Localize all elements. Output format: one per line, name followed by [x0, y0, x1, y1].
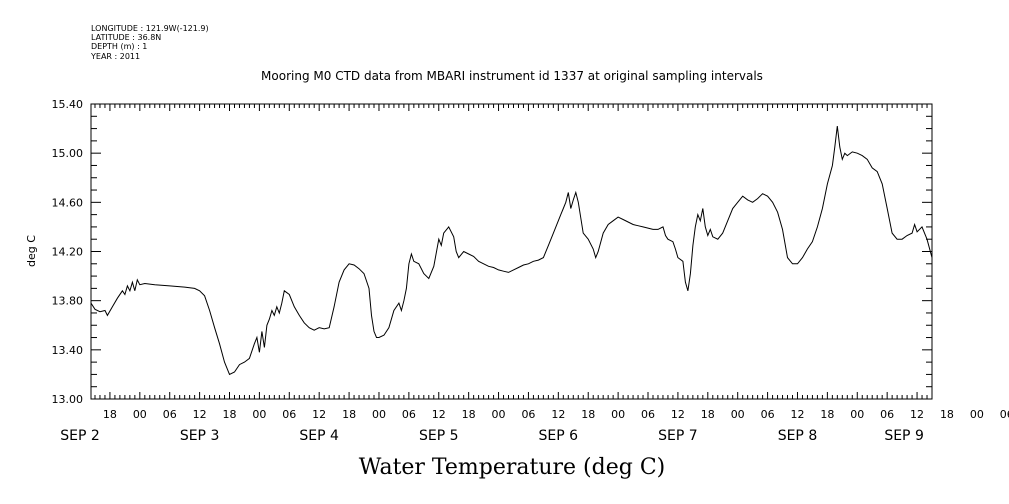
- x-hour-label: 00: [133, 408, 147, 421]
- x-hour-label: 00: [492, 408, 506, 421]
- temperature-series-line: [90, 126, 933, 376]
- x-hour-label: 00: [252, 408, 266, 421]
- x-hour-label: 06: [761, 408, 775, 421]
- x-hour-label: 00: [611, 408, 625, 421]
- x-hour-label: 06: [521, 408, 535, 421]
- y-tick-label: 14.60: [52, 196, 84, 209]
- y-tick-label: 14.20: [52, 246, 84, 259]
- x-day-label: SEP 8: [778, 428, 818, 444]
- meta-line-year: YEAR : 2011: [90, 52, 140, 61]
- x-hour-label: 18: [820, 408, 834, 421]
- x-hour-label: 06: [1000, 408, 1009, 421]
- x-hour-label: 18: [103, 408, 117, 421]
- y-axis-label: deg C: [25, 235, 38, 267]
- x-hour-label: 18: [940, 408, 954, 421]
- x-hour-label: 00: [731, 408, 745, 421]
- y-tick-label: 13.80: [52, 295, 84, 308]
- y-axis: 13.00 13.40 13.80 14.20 14.60 15.00 15.40: [52, 98, 932, 406]
- y-tick-label: 15.40: [52, 98, 84, 111]
- y-tick-label: 13.40: [52, 344, 84, 357]
- x-hour-label: 18: [342, 408, 356, 421]
- meta-line-longitude: LONGITUDE : 121.9W(-121.9): [91, 24, 209, 33]
- x-hour-label: 18: [581, 408, 595, 421]
- x-day-label: SEP 7: [658, 428, 698, 444]
- x-hour-label: 06: [163, 408, 177, 421]
- x-hour-label: 12: [910, 408, 924, 421]
- x-hour-label: 00: [372, 408, 386, 421]
- chart-title: Mooring M0 CTD data from MBARI instrumen…: [261, 69, 763, 83]
- x-hour-label: 06: [641, 408, 655, 421]
- x-hour-label: 06: [880, 408, 894, 421]
- x-hour-label: 12: [312, 408, 326, 421]
- x-day-label: SEP 5: [419, 428, 459, 444]
- x-hour-label: 00: [850, 408, 864, 421]
- x-day-label: SEP 9: [884, 428, 924, 444]
- x-day-label: SEP 6: [539, 428, 579, 444]
- x-hour-label: 12: [551, 408, 565, 421]
- x-hour-label: 12: [671, 408, 685, 421]
- x-hour-label: 12: [193, 408, 207, 421]
- y-tick-label: 13.00: [52, 393, 84, 406]
- metadata-block: LONGITUDE : 121.9W(-121.9) LATITUDE : 36…: [90, 24, 209, 61]
- x-hour-label: 06: [402, 408, 416, 421]
- meta-line-depth: DEPTH (m) : 1: [91, 42, 147, 51]
- x-hour-label: 06: [282, 408, 296, 421]
- x-hour-label: 12: [790, 408, 804, 421]
- x-axis-label: Water Temperature (deg C): [359, 455, 666, 480]
- meta-line-latitude: LATITUDE : 36.8N: [91, 33, 161, 42]
- x-hour-label: 18: [701, 408, 715, 421]
- x-hour-label: 18: [462, 408, 476, 421]
- x-day-label: SEP 2: [60, 428, 100, 444]
- x-hour-label: 18: [223, 408, 237, 421]
- x-hour-label: 00: [970, 408, 984, 421]
- x-hour-label: 12: [432, 408, 446, 421]
- x-day-label: SEP 3: [180, 428, 220, 444]
- x-axis: 18 00 06 12 18 00 06 12 18 00 06 12 18 00 06 12 18 00 06 12…: [60, 104, 1009, 444]
- y-tick-label: 15.00: [52, 147, 84, 160]
- x-day-label: SEP 4: [299, 428, 339, 444]
